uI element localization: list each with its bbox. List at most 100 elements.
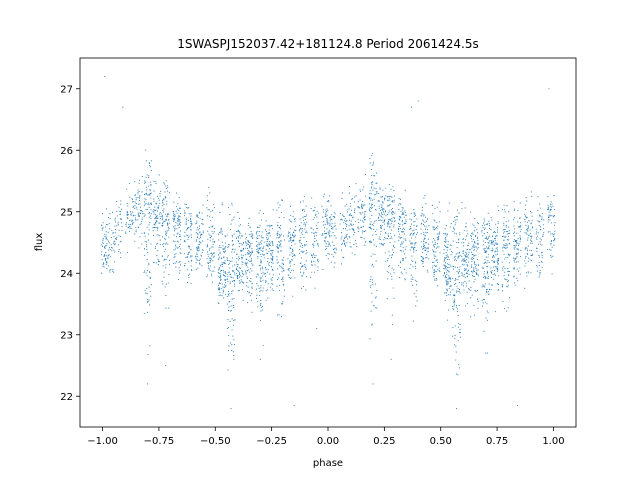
data-point: [249, 295, 251, 297]
data-point: [218, 239, 220, 241]
data-point: [165, 307, 167, 309]
data-point: [371, 241, 373, 243]
data-point: [449, 285, 451, 287]
data-point: [213, 266, 215, 268]
data-point: [508, 275, 510, 277]
data-point: [241, 250, 243, 252]
data-point: [185, 223, 187, 226]
data-point: [112, 231, 114, 233]
data-point: [153, 198, 155, 200]
data-point: [231, 219, 233, 221]
data-point: [138, 203, 140, 205]
data-point: [344, 223, 346, 225]
data-point: [251, 287, 253, 289]
data-point: [118, 251, 120, 253]
data-point: [530, 210, 532, 213]
data-point: [257, 274, 259, 276]
data-point: [492, 256, 494, 258]
data-point: [502, 246, 504, 248]
data-point: [351, 252, 353, 254]
data-point: [360, 236, 362, 238]
data-point: [218, 276, 220, 278]
data-point: [238, 225, 240, 227]
data-point: [289, 232, 291, 234]
data-point: [228, 271, 230, 273]
data-point: [549, 219, 551, 221]
data-point: [234, 274, 236, 276]
data-point: [178, 267, 180, 269]
data-point: [102, 239, 104, 241]
data-point: [292, 253, 294, 255]
data-point: [109, 248, 111, 251]
data-point: [425, 203, 427, 205]
data-point: [282, 259, 284, 261]
data-point: [539, 215, 541, 217]
data-point: [470, 234, 472, 236]
data-point: [529, 249, 531, 251]
data-point: [304, 265, 306, 267]
data-point: [175, 222, 177, 224]
data-point: [513, 231, 516, 233]
data-point: [426, 218, 429, 220]
data-point: [391, 208, 394, 210]
data-point: [392, 287, 394, 289]
data-point: [277, 245, 279, 247]
data-point: [120, 240, 122, 242]
data-point: [150, 197, 152, 199]
data-point: [524, 232, 526, 234]
data-point: [425, 257, 427, 259]
data-point: [178, 223, 180, 226]
data-point: [447, 256, 450, 258]
data-point: [471, 232, 473, 234]
data-point: [101, 272, 103, 274]
data-point: [219, 283, 221, 285]
data-point: [218, 246, 220, 248]
data-point: [223, 262, 225, 265]
data-point: [371, 182, 373, 184]
data-point: [138, 214, 140, 217]
data-point: [410, 242, 412, 244]
data-point: [354, 208, 356, 210]
data-point: [363, 186, 365, 188]
data-point: [438, 246, 440, 248]
data-point: [365, 195, 367, 197]
data-point: [222, 274, 224, 276]
data-point: [232, 271, 234, 273]
data-point: [112, 211, 114, 214]
data-point: [398, 229, 400, 231]
data-point: [238, 229, 240, 231]
data-point: [383, 228, 385, 230]
data-point: [457, 314, 459, 316]
data-point: [381, 224, 383, 227]
data-point: [294, 229, 296, 231]
data-point: [351, 228, 353, 230]
data-point: [454, 229, 456, 231]
data-point: [259, 269, 261, 271]
data-point: [132, 219, 134, 221]
data-point: [542, 224, 544, 226]
data-point: [143, 212, 145, 215]
data-point: [517, 270, 519, 272]
data-point: [550, 233, 552, 235]
data-point: [145, 181, 147, 183]
data-point: [461, 263, 464, 265]
data-point: [111, 247, 113, 249]
data-point: [542, 235, 544, 237]
data-point: [326, 223, 329, 225]
data-point: [210, 258, 212, 260]
data-point: [413, 229, 415, 231]
data-point: [465, 235, 467, 237]
data-point: [405, 240, 407, 242]
data-point: [387, 278, 389, 280]
data-point: [266, 243, 268, 245]
data-point: [432, 226, 434, 228]
data-point: [177, 203, 179, 205]
data-point: [394, 247, 396, 249]
data-point: [270, 278, 272, 280]
data-point: [389, 241, 391, 244]
data-point: [198, 247, 200, 249]
data-point: [157, 226, 159, 228]
data-point: [349, 242, 351, 244]
data-point: [137, 219, 139, 221]
data-point: [446, 281, 449, 283]
